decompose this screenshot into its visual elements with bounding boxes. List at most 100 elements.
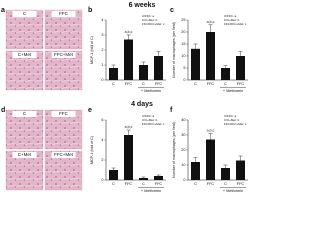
image-label: C+Met xyxy=(18,52,32,57)
bar xyxy=(191,162,200,180)
bar xyxy=(221,68,230,80)
x-tick-label: FFC xyxy=(125,82,133,86)
y-tick-label: 0 xyxy=(101,178,103,182)
x-tick-label: C xyxy=(224,82,227,86)
legend-entry: C/FFC: a xyxy=(142,114,154,118)
y-tick-label: 40 xyxy=(181,118,185,122)
group-label: + Metformin xyxy=(141,189,161,193)
y-tick-label: 20 xyxy=(181,30,185,34)
x-tick-label: C xyxy=(194,82,197,86)
y-tick-label: 2 xyxy=(101,158,103,162)
y-tick-label: 6 xyxy=(101,118,103,122)
legend-entry: C/FFC: a xyxy=(224,14,236,18)
image-label: C xyxy=(23,111,27,116)
legend-entry: FFC/FFC+Met: c xyxy=(142,22,165,26)
y-tick-label: 30 xyxy=(181,133,185,137)
x-tick-label: C xyxy=(224,182,227,186)
y-tick-label: 20 xyxy=(181,148,185,152)
section-title: 4 days xyxy=(131,101,153,108)
y-tick-label: 10 xyxy=(181,163,185,167)
x-tick-label: FFC xyxy=(207,182,215,186)
y-tick-label: 1 xyxy=(101,63,103,67)
image-label: FFC+Met xyxy=(54,152,74,157)
bar xyxy=(206,32,215,80)
bar xyxy=(236,56,245,80)
bar xyxy=(221,168,230,180)
legend-entry: C/FFC: a xyxy=(142,14,154,18)
legend-entry: C/FFC: a xyxy=(224,114,236,118)
y-tick-label: 15 xyxy=(181,42,185,46)
panel-letter: e xyxy=(88,107,92,114)
image-label-box xyxy=(12,111,37,117)
bar xyxy=(124,39,133,80)
y-axis-label: MCP-1 (fold of C) xyxy=(90,36,94,64)
x-tick-label: FFC xyxy=(125,182,133,186)
image-label-box xyxy=(12,11,37,17)
group-label: + Metformin xyxy=(223,189,243,193)
bar xyxy=(109,68,118,80)
bar xyxy=(154,176,163,180)
x-tick-label: FFC xyxy=(237,182,245,186)
bar xyxy=(139,65,148,80)
x-tick-label: C xyxy=(142,82,145,86)
x-tick-label: FFC xyxy=(155,182,163,186)
y-axis-label: Number of macrophages (per field) xyxy=(172,122,176,178)
bar xyxy=(139,178,148,180)
group-label: + Metformin xyxy=(223,89,243,93)
image-label-box xyxy=(51,11,76,17)
bar xyxy=(154,56,163,80)
y-tick-label: 3 xyxy=(101,33,103,37)
legend-entry: C/C+Met: b xyxy=(224,18,240,22)
bar xyxy=(124,135,133,180)
image-label: C+Met xyxy=(18,152,32,157)
image-label: FFC+Met xyxy=(54,52,74,57)
image-label-box xyxy=(12,52,37,58)
image-label-box xyxy=(51,52,76,58)
section-title: 6 weeks xyxy=(129,2,156,9)
significance-label: a,b,c xyxy=(207,128,215,132)
x-tick-label: C xyxy=(112,182,115,186)
y-axis-label: Number of macrophages (per field) xyxy=(172,22,176,78)
legend-entry: FFC/FFC+Met: c xyxy=(142,122,165,126)
legend-entry: C/C+Met: b xyxy=(142,18,158,22)
image-label: FFC xyxy=(59,111,68,116)
figure: 6 weeks 4 days a C FFC C+Met FFC+Met d C FFC C+M… xyxy=(1,2,248,193)
x-tick-label: C xyxy=(142,182,145,186)
bar xyxy=(109,170,118,180)
y-axis-label: MCP-1 (fold of C) xyxy=(90,136,94,164)
bar xyxy=(206,139,215,180)
y-tick-label: 4 xyxy=(101,138,103,142)
y-tick-label: 5 xyxy=(183,66,185,70)
image-label: C xyxy=(23,11,27,16)
image-label-box xyxy=(51,152,76,158)
y-tick-label: 4 xyxy=(101,18,103,22)
legend-entry: FFC/FFC+Met: c xyxy=(224,122,247,126)
image-label-box xyxy=(12,152,37,158)
panel-letter: b xyxy=(88,7,92,14)
panel-letter: a xyxy=(1,7,5,14)
image-label-box xyxy=(51,111,76,117)
legend-entry: C/C+Met: b xyxy=(142,118,158,122)
y-tick-label: 10 xyxy=(181,54,185,58)
significance-label: a,b,c xyxy=(207,20,215,24)
significance-label: a,b,c xyxy=(125,125,133,129)
x-tick-label: FFC xyxy=(237,82,245,86)
legend-entry: FFC/FFC+Met: c xyxy=(224,22,247,26)
y-tick-label: 0 xyxy=(101,78,103,82)
panel-letter: d xyxy=(1,107,5,114)
x-tick-label: C xyxy=(194,182,197,186)
y-tick-label: 2 xyxy=(101,48,103,52)
y-tick-label: 25 xyxy=(181,18,185,22)
bar xyxy=(236,160,245,180)
group-label: + Metformin xyxy=(141,89,161,93)
image-label: FFC xyxy=(59,11,68,16)
panel-letter: f xyxy=(170,107,173,114)
panel-letter: c xyxy=(170,7,174,14)
x-tick-label: C xyxy=(112,82,115,86)
bar xyxy=(191,48,200,80)
x-tick-label: FFC xyxy=(207,82,215,86)
legend-entry: C/C+Met: b xyxy=(224,118,240,122)
significance-label: a,b,c xyxy=(125,30,133,34)
x-tick-label: FFC xyxy=(155,82,163,86)
y-tick-label: 0 xyxy=(183,78,185,82)
